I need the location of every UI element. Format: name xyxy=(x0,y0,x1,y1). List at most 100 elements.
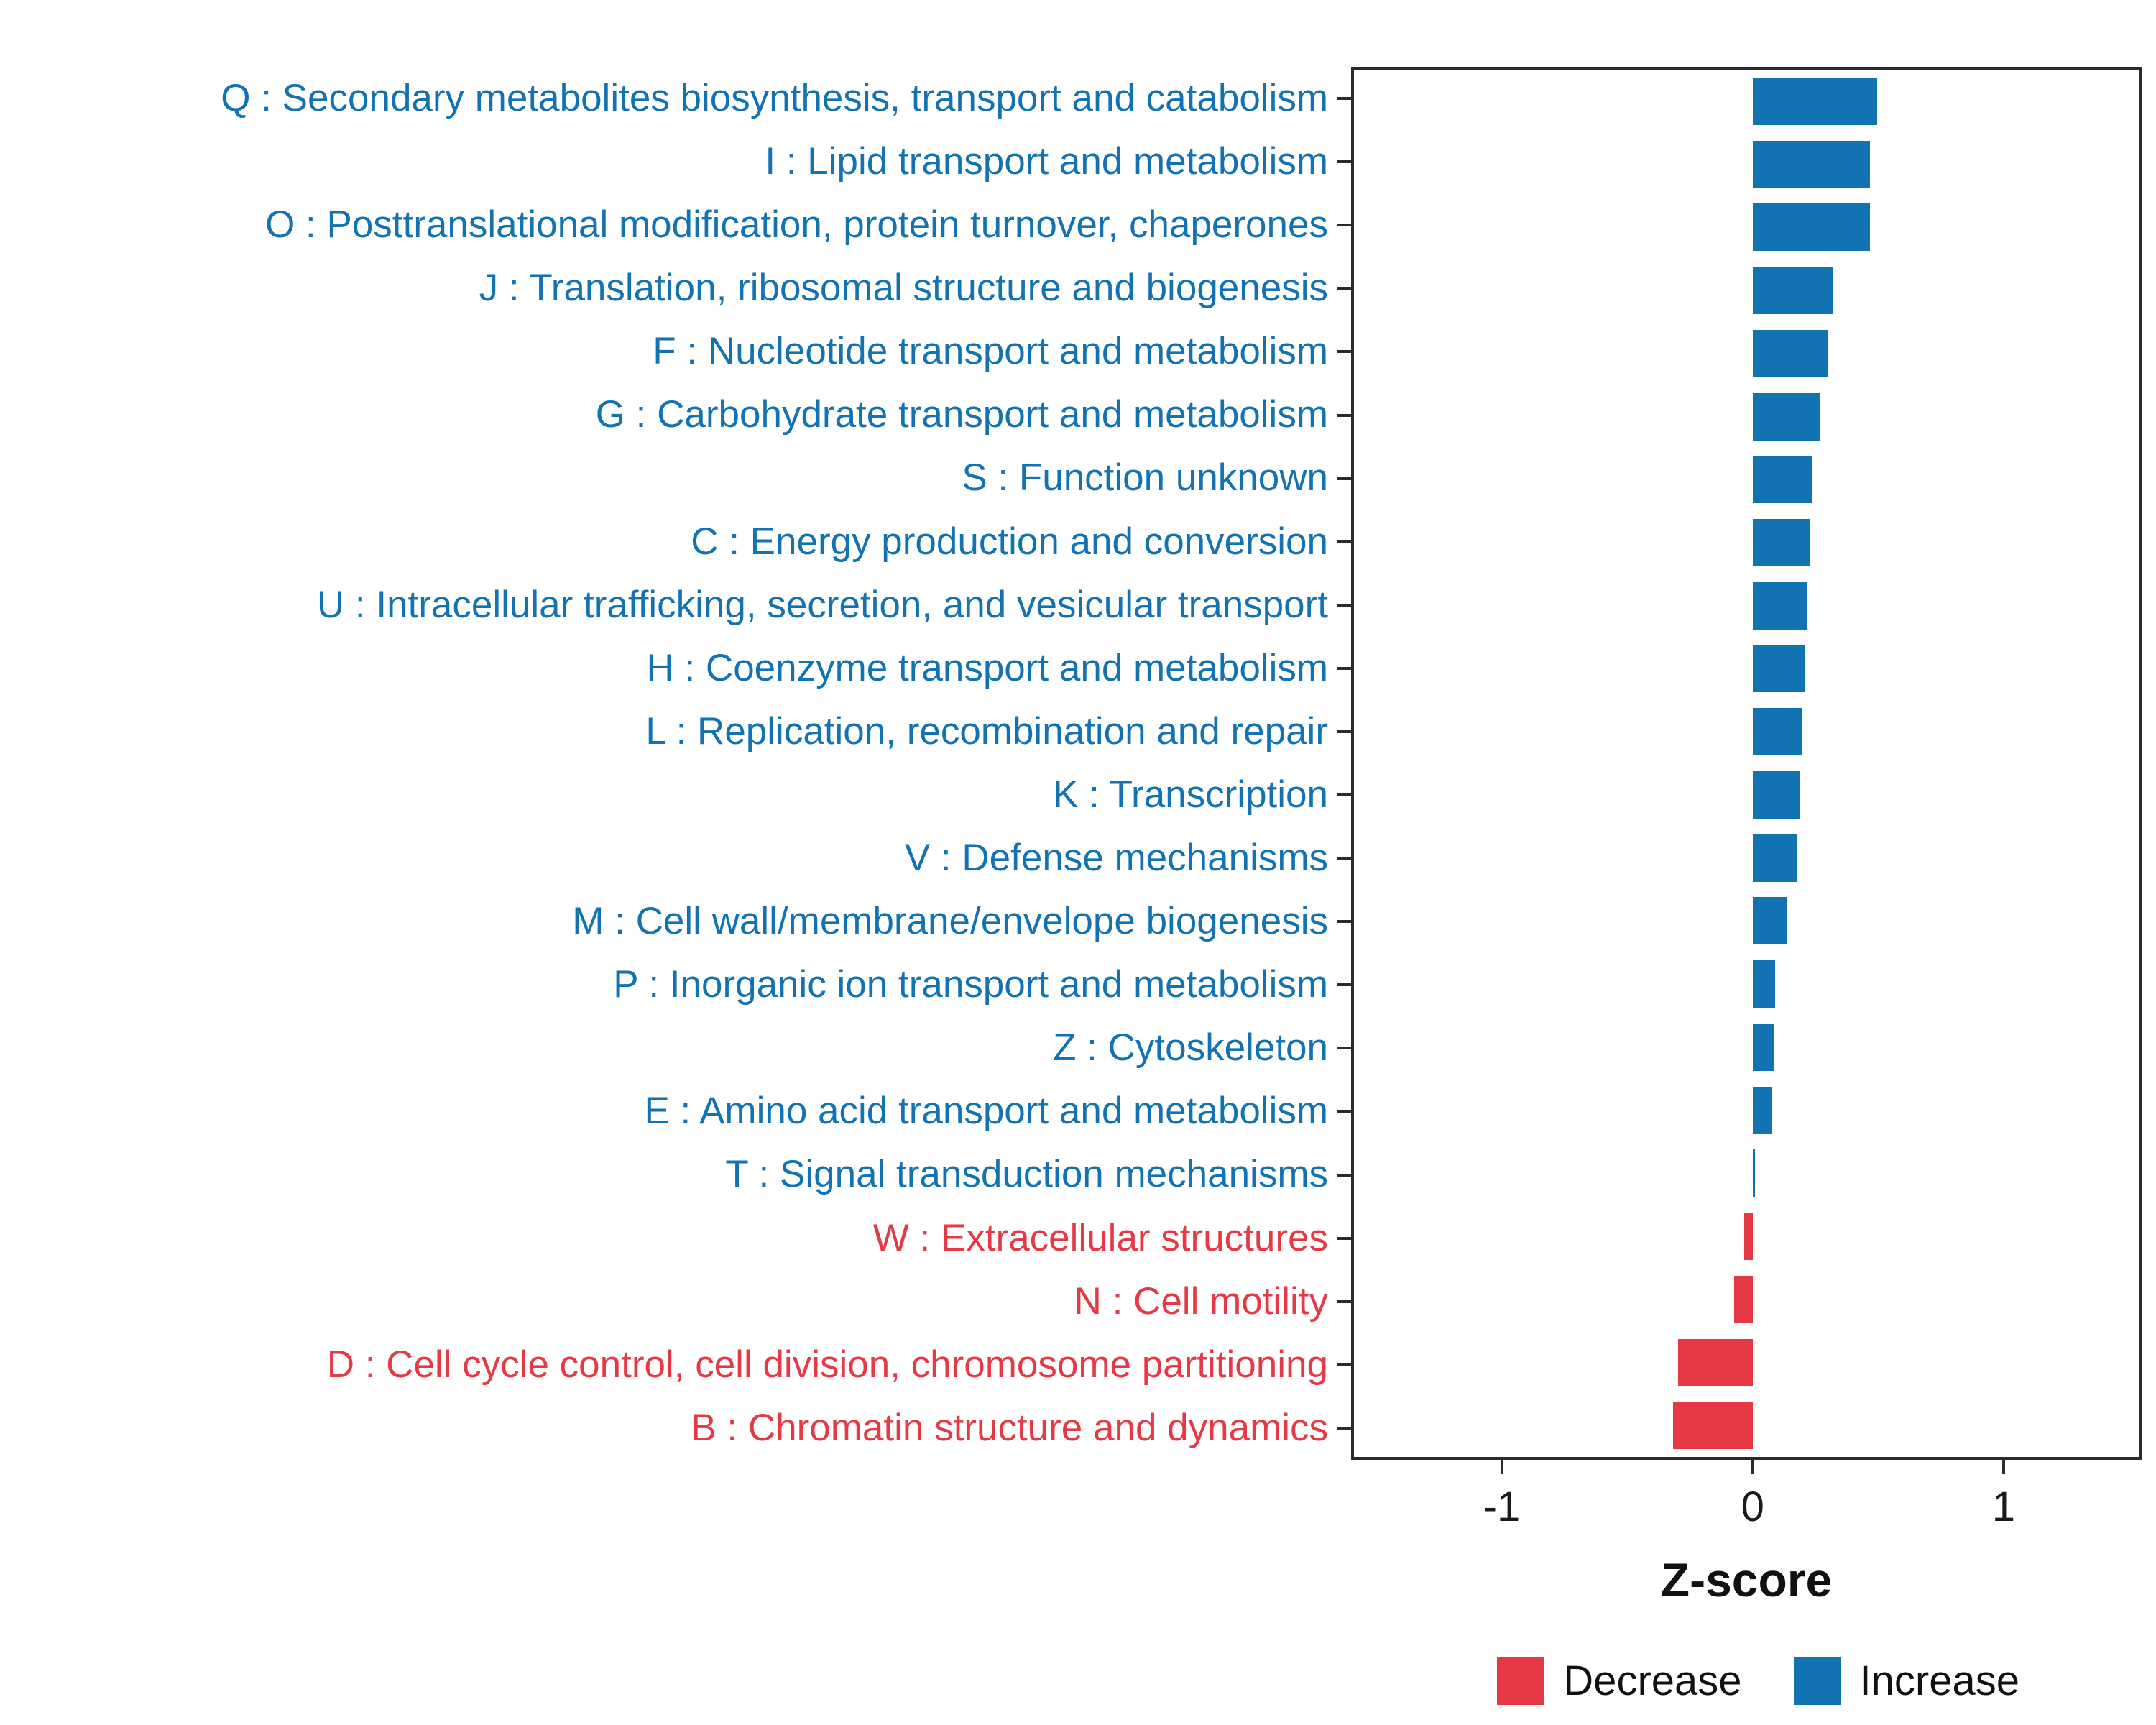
category-row: B : Chromatin structure and dynamics xyxy=(0,1397,1351,1460)
category-row: C : Energy production and conversion xyxy=(0,510,1351,574)
bar xyxy=(1752,519,1810,566)
bar-row xyxy=(1354,133,2139,196)
bars-area xyxy=(1354,70,2139,1457)
category-row: K : Transcription xyxy=(0,763,1351,827)
y-axis-tick xyxy=(1337,477,1351,480)
category-row: T : Signal transduction mechanisms xyxy=(0,1144,1351,1207)
category-row: S : Function unknown xyxy=(0,447,1351,510)
plot-panel xyxy=(1351,67,2142,1460)
y-axis-tick xyxy=(1337,350,1351,354)
bar-row xyxy=(1354,1268,2139,1331)
bar-row xyxy=(1354,196,2139,259)
x-axis-title: Z-score xyxy=(1660,1553,1833,1606)
bar xyxy=(1752,77,1877,125)
y-axis-tick xyxy=(1337,540,1351,543)
bar xyxy=(1743,1213,1753,1261)
y-axis-tick xyxy=(1337,160,1351,164)
y-axis-tick xyxy=(1337,224,1351,227)
category-row: O : Posttranslational modification, prot… xyxy=(0,193,1351,257)
category-row: P : Inorganic ion transport and metaboli… xyxy=(0,953,1351,1016)
bar xyxy=(1752,329,1828,377)
bar xyxy=(1752,267,1833,315)
category-label: I : Lipid transport and metabolism xyxy=(765,139,1328,183)
category-label: T : Signal transduction mechanisms xyxy=(725,1153,1328,1196)
bar-row xyxy=(1354,511,2139,574)
category-row: W : Extracellular structures xyxy=(0,1207,1351,1270)
x-axis: -1 0 1 xyxy=(1351,1460,2142,1568)
category-label: Q : Secondary metabolites biosynthesis, … xyxy=(221,76,1328,119)
category-row: U : Intracellular trafficking, secretion… xyxy=(0,574,1351,637)
category-row: L : Replication, recombination and repai… xyxy=(0,700,1351,763)
category-label: G : Carbohydrate transport and metabolis… xyxy=(595,393,1328,436)
category-row: Z : Cytoskeleton xyxy=(0,1016,1351,1080)
y-axis-tick xyxy=(1337,920,1351,924)
y-axis-tick xyxy=(1337,1300,1351,1303)
bar xyxy=(1752,1086,1773,1134)
category-label: F : Nucleotide transport and metabolism xyxy=(653,330,1328,373)
legend-item-increase: Increase xyxy=(1793,1657,2019,1705)
bar xyxy=(1752,203,1870,252)
category-label: B : Chromatin structure and dynamics xyxy=(691,1406,1328,1449)
category-label: K : Transcription xyxy=(1053,773,1328,816)
bar xyxy=(1672,1402,1753,1450)
category-label: O : Posttranslational modification, prot… xyxy=(265,203,1328,247)
legend-key-increase xyxy=(1793,1657,1841,1705)
bar xyxy=(1752,897,1788,945)
category-row: D : Cell cycle control, cell division, c… xyxy=(0,1333,1351,1397)
bar-row xyxy=(1354,1205,2139,1268)
legend-label-increase: Increase xyxy=(1859,1657,2019,1704)
x-axis-tick xyxy=(2001,1460,2005,1474)
bar-row xyxy=(1354,574,2139,638)
category-label: V : Defense mechanisms xyxy=(904,837,1328,880)
y-axis-tick xyxy=(1337,1046,1351,1050)
bar-row xyxy=(1354,385,2139,448)
category-row: H : Coenzyme transport and metabolism xyxy=(0,637,1351,700)
y-axis-tick xyxy=(1337,1427,1351,1430)
category-label: S : Function unknown xyxy=(962,456,1328,500)
bar xyxy=(1752,392,1820,441)
bar xyxy=(1752,645,1805,693)
y-axis-tick xyxy=(1337,413,1351,417)
category-row: Q : Secondary metabolites biosynthesis, … xyxy=(0,67,1351,130)
y-axis-tick xyxy=(1337,1363,1351,1366)
category-row: F : Nucleotide transport and metabolism xyxy=(0,320,1351,383)
bar-row xyxy=(1354,1079,2139,1142)
category-row: I : Lipid transport and metabolism xyxy=(0,130,1351,193)
bar xyxy=(1677,1338,1753,1386)
x-tick-label: 0 xyxy=(1741,1484,1764,1530)
legend-item-decrease: Decrease xyxy=(1497,1657,1742,1705)
bar xyxy=(1752,1149,1756,1197)
legend-label-decrease: Decrease xyxy=(1563,1657,1742,1704)
x-axis-tick xyxy=(1751,1460,1754,1474)
category-label: P : Inorganic ion transport and metaboli… xyxy=(613,963,1328,1006)
y-axis-tick xyxy=(1337,603,1351,607)
y-axis-tick xyxy=(1337,97,1351,101)
bar xyxy=(1752,140,1870,188)
bar xyxy=(1752,834,1798,882)
bar-row xyxy=(1354,70,2139,133)
y-axis-tick xyxy=(1337,983,1351,987)
bar xyxy=(1752,708,1802,756)
y-axis-tick xyxy=(1337,1110,1351,1113)
y-axis-tick xyxy=(1337,1173,1351,1177)
bar xyxy=(1752,581,1807,630)
legend-key-decrease xyxy=(1497,1657,1545,1705)
y-axis-tick xyxy=(1337,730,1351,733)
x-tick-label: -1 xyxy=(1483,1484,1521,1530)
category-label: H : Coenzyme transport and metabolism xyxy=(646,646,1328,689)
bar-row xyxy=(1354,1394,2139,1457)
category-label: U : Intracellular trafficking, secretion… xyxy=(316,583,1328,626)
y-axis-tick xyxy=(1337,1236,1351,1240)
category-label: W : Extracellular structures xyxy=(872,1216,1328,1259)
bar-row xyxy=(1354,1331,2139,1394)
bar-row xyxy=(1354,1016,2139,1079)
bar-row xyxy=(1354,448,2139,511)
category-label: L : Replication, recombination and repai… xyxy=(645,709,1328,753)
bar-row xyxy=(1354,827,2139,890)
legend: Decrease Increase xyxy=(1497,1657,2019,1705)
category-row: V : Defense mechanisms xyxy=(0,827,1351,890)
y-axis-tick xyxy=(1337,794,1351,797)
x-axis-tick xyxy=(1500,1460,1503,1474)
category-label: Z : Cytoskeleton xyxy=(1053,1026,1328,1070)
